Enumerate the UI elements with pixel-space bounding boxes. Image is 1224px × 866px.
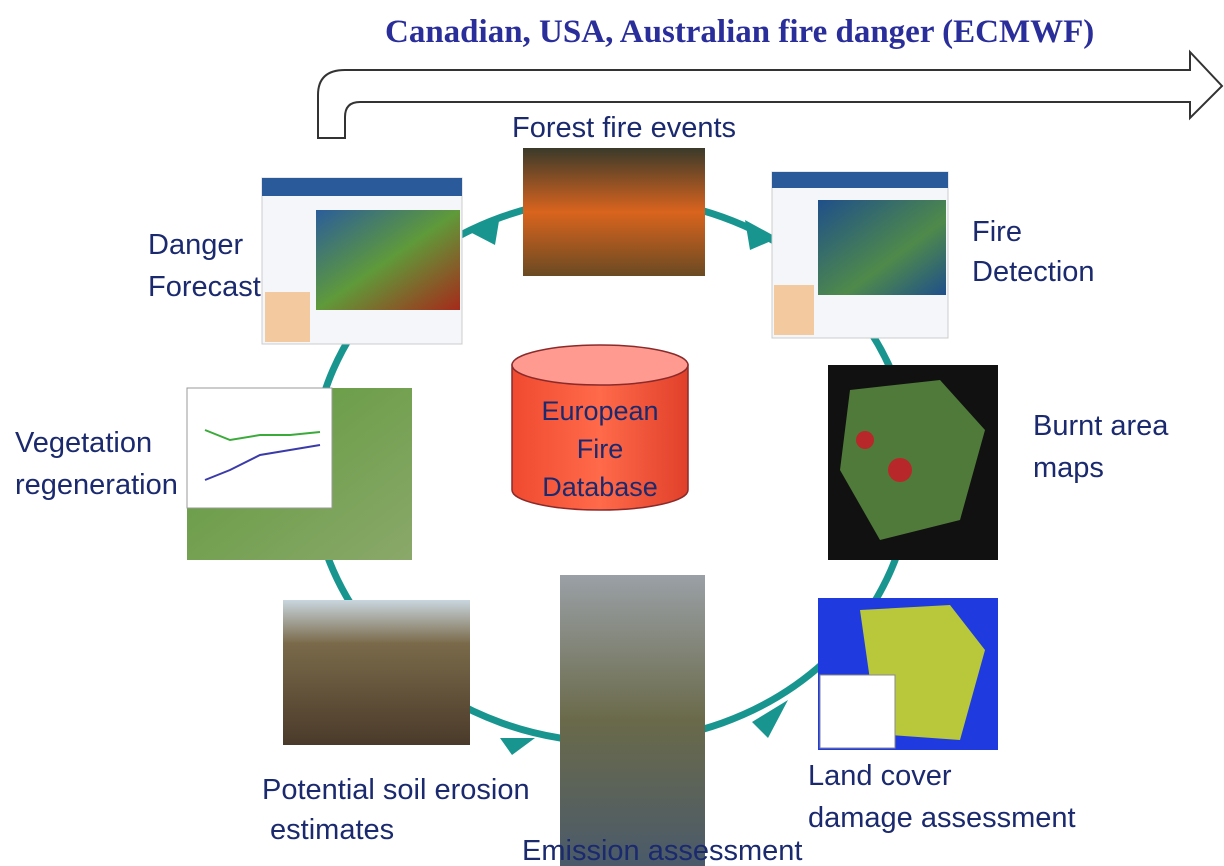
node-label: Land cover (808, 760, 952, 792)
node-label: Emission assessment (522, 835, 802, 866)
center-label: European (541, 396, 658, 426)
node-label: Burnt area (1033, 410, 1169, 442)
database-body (511, 364, 689, 511)
node-label: Fire (972, 216, 1022, 248)
arrowhead (752, 700, 788, 738)
screenshot-header (262, 178, 462, 196)
node-label: estimates (262, 814, 394, 846)
center-label: Database (542, 472, 658, 502)
landcover-table (819, 674, 896, 749)
screenshot-panel (265, 292, 310, 342)
screenshot-map (818, 200, 946, 295)
node-label: regeneration (15, 469, 178, 501)
soil-photo (283, 600, 470, 745)
arrowhead (745, 220, 778, 250)
banner-arrow (317, 49, 1224, 139)
screenshot-header (772, 172, 948, 188)
node-label: Danger (148, 229, 243, 261)
burnt-patch (856, 431, 874, 449)
burnt-patch (888, 458, 912, 482)
screenshot-map (316, 210, 460, 310)
node-label: damage assessment (808, 802, 1076, 834)
node-label: Forest fire events (512, 112, 736, 144)
node-label: Detection (972, 256, 1095, 288)
banner-text: Canadian, USA, Australian fire danger (E… (385, 14, 1094, 50)
vegetation-chart (186, 387, 333, 509)
emission-image (560, 575, 705, 866)
arrowhead (500, 738, 535, 755)
node-label: Forecast (148, 271, 261, 303)
screenshot-panel (774, 285, 814, 335)
node-label: Potential soil erosion (262, 774, 530, 806)
arrowhead (470, 215, 500, 245)
fire-photo (523, 148, 705, 276)
vegetation-line (204, 429, 321, 442)
node-label: maps (1033, 452, 1104, 484)
node-label: Vegetation (15, 427, 152, 459)
center-label: Fire (577, 434, 624, 464)
burnt-land (840, 380, 985, 540)
vegetation-line (204, 444, 321, 481)
database-top (511, 344, 689, 386)
